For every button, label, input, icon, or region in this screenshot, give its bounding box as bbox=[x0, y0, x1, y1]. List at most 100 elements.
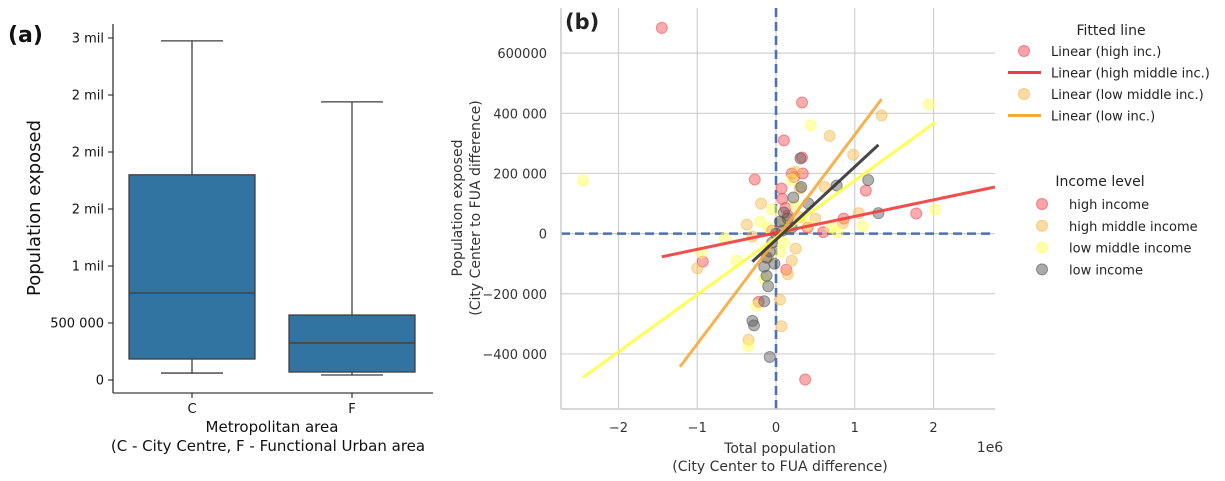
data-point bbox=[758, 295, 771, 308]
data-point bbox=[831, 226, 844, 239]
data-point bbox=[793, 182, 806, 195]
scatter-points bbox=[577, 21, 942, 386]
legends: Fitted line Linear (high inc.) Linear (hig… bbox=[1008, 23, 1210, 278]
data-point bbox=[795, 180, 808, 193]
x-axis-label: Total population bbox=[723, 441, 836, 457]
x-tick-label: 2 bbox=[929, 421, 937, 436]
data-point bbox=[789, 242, 802, 255]
series-low-middle-income bbox=[577, 98, 942, 353]
x-tick-label: 1 bbox=[851, 421, 859, 436]
y-axis-label: Population exposed bbox=[24, 120, 45, 296]
data-point bbox=[754, 215, 767, 228]
legend-label: low middle income bbox=[1069, 242, 1191, 257]
data-point bbox=[760, 269, 773, 282]
data-point bbox=[747, 319, 760, 332]
x-tick-label: C bbox=[187, 402, 196, 417]
legend-label: high middle income bbox=[1069, 220, 1198, 235]
data-point bbox=[762, 280, 775, 293]
data-point bbox=[799, 373, 812, 386]
y-tick-label: 600000 bbox=[497, 47, 547, 62]
x-axis-label: Metropolitan area bbox=[206, 418, 339, 436]
series-high-income bbox=[655, 21, 923, 386]
data-point bbox=[847, 148, 860, 161]
data-point bbox=[823, 129, 836, 142]
data-point bbox=[825, 221, 838, 234]
data-point bbox=[794, 152, 807, 165]
data-point bbox=[777, 134, 790, 147]
y-tick-label: 2 mil bbox=[72, 89, 104, 104]
legend-income-level: Income level high income high middle incom… bbox=[1036, 174, 1198, 278]
y-tick-label: −200 000 bbox=[482, 288, 547, 303]
data-point bbox=[748, 173, 761, 186]
legend-label: Linear (low middle inc.) bbox=[1051, 88, 1204, 103]
x-axis-label-line2: (City Center to FUA difference) bbox=[672, 459, 888, 475]
legend-label: Linear (high inc.) bbox=[1051, 45, 1161, 60]
data-point bbox=[691, 262, 704, 275]
legend-marker-circle bbox=[1036, 198, 1048, 210]
data-point bbox=[740, 218, 753, 231]
x-tick-label: −2 bbox=[609, 421, 628, 436]
y-tick-label: 200 000 bbox=[493, 167, 547, 182]
legend-label: Linear (low inc.) bbox=[1051, 110, 1155, 125]
data-point bbox=[787, 191, 800, 204]
data-point bbox=[796, 96, 809, 109]
data-point bbox=[577, 174, 590, 187]
x-tick-label: F bbox=[348, 402, 355, 417]
y-tick-label: 0 bbox=[96, 374, 104, 389]
data-point bbox=[922, 98, 935, 111]
box-C bbox=[128, 174, 256, 360]
legend-fitted-line: Fitted line Linear (high inc.) Linear (hig… bbox=[1008, 23, 1210, 125]
legend-marker-circle bbox=[1018, 88, 1030, 100]
legend-label: low income bbox=[1069, 263, 1143, 278]
data-point bbox=[763, 350, 776, 363]
y-tick-label: 500 000 bbox=[50, 317, 104, 332]
legend-marker-circle bbox=[1036, 241, 1048, 254]
data-point bbox=[859, 184, 872, 197]
red-fit-line bbox=[661, 185, 996, 259]
data-point bbox=[655, 21, 668, 34]
black-fit-line bbox=[751, 143, 880, 263]
data-point bbox=[742, 340, 755, 353]
data-point bbox=[856, 220, 869, 233]
legend-label: Linear (high middle inc.) bbox=[1051, 67, 1210, 82]
y-tick-label: 0 bbox=[539, 228, 547, 243]
y-axis-label: Population exposed bbox=[450, 140, 466, 277]
data-point bbox=[785, 173, 798, 186]
fitted-lines bbox=[582, 98, 996, 379]
data-point bbox=[766, 203, 779, 216]
data-point bbox=[777, 236, 790, 249]
legend-title: Income level bbox=[1055, 174, 1144, 190]
legend-marker-circle bbox=[1036, 263, 1048, 276]
legend-marker-circle bbox=[1036, 219, 1048, 232]
data-point bbox=[804, 119, 817, 132]
y-tick-label: 400 000 bbox=[493, 107, 547, 122]
legend-label: high income bbox=[1069, 198, 1149, 213]
legend-title: Fitted line bbox=[1076, 23, 1145, 39]
x-tick-label: −1 bbox=[688, 421, 707, 436]
x-axis-ticks: −2 −1 0 1 2 bbox=[609, 421, 938, 436]
x-axis-label-line2: (C - City Centre, F - Functional Urban a… bbox=[111, 437, 425, 455]
panel-b-scatter: −400 000 −200 000 0 200 000 400 000 600000 −2… bbox=[450, 8, 1210, 475]
y-axis-label-line2: (City Center to FUA difference) bbox=[468, 100, 484, 316]
y-tick-label: 1 mil bbox=[72, 260, 104, 275]
data-point bbox=[910, 207, 923, 220]
data-point bbox=[755, 197, 768, 210]
box-group bbox=[128, 40, 416, 376]
legend-marker-circle bbox=[1018, 45, 1030, 57]
series-low-income bbox=[746, 152, 885, 363]
y-tick-label: −400 000 bbox=[482, 348, 547, 363]
data-point bbox=[785, 254, 798, 267]
yellow-fit-line bbox=[582, 121, 937, 379]
x-offset-label: 1e6 bbox=[977, 440, 1004, 456]
data-point bbox=[862, 174, 875, 187]
data-point bbox=[789, 165, 802, 178]
data-point bbox=[768, 257, 781, 270]
y-tick-label: 3 mil bbox=[72, 32, 104, 47]
panel-a-label: (a) bbox=[8, 23, 43, 48]
data-point bbox=[781, 268, 794, 281]
data-point bbox=[773, 293, 786, 306]
y-tick-label: 2 mil bbox=[72, 203, 104, 218]
data-point bbox=[875, 109, 888, 122]
